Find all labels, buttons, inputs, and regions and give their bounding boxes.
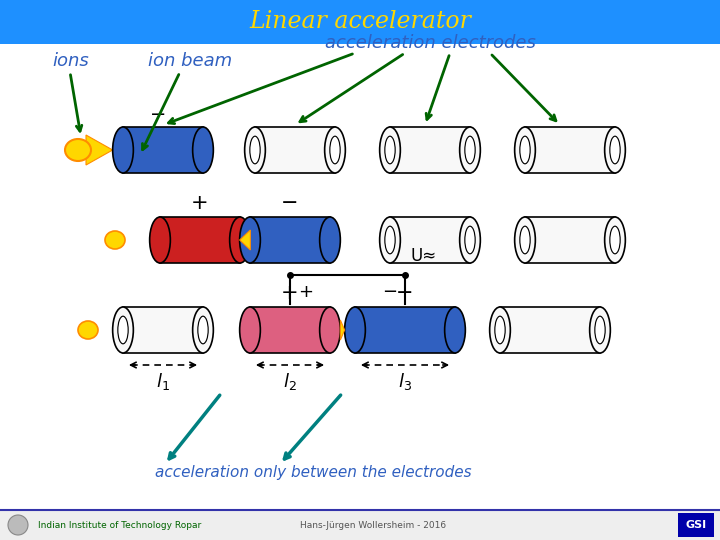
Text: acceleration only between the electrodes: acceleration only between the electrodes <box>155 464 472 480</box>
Text: +: + <box>298 283 313 301</box>
Text: $\it{l}$$_2$: $\it{l}$$_2$ <box>283 371 297 392</box>
Text: GSI: GSI <box>685 520 706 530</box>
Ellipse shape <box>445 307 465 353</box>
Bar <box>678 513 714 537</box>
Ellipse shape <box>465 136 475 164</box>
Text: −: − <box>396 283 414 303</box>
Text: −: − <box>282 193 299 213</box>
Ellipse shape <box>605 127 626 173</box>
Ellipse shape <box>325 127 346 173</box>
Bar <box>255 127 335 173</box>
Text: Indian Institute of Technology Ropar: Indian Institute of Technology Ropar <box>38 521 202 530</box>
Bar <box>123 127 203 173</box>
Ellipse shape <box>193 307 213 353</box>
Text: U≈: U≈ <box>410 247 436 265</box>
Ellipse shape <box>610 136 620 164</box>
Text: Linear accelerator: Linear accelerator <box>249 10 471 33</box>
Ellipse shape <box>590 307 611 353</box>
Ellipse shape <box>515 217 536 263</box>
Ellipse shape <box>345 307 365 353</box>
Ellipse shape <box>459 217 480 263</box>
Bar <box>390 127 470 173</box>
Text: −: − <box>382 283 397 301</box>
Ellipse shape <box>330 136 340 164</box>
Ellipse shape <box>150 217 171 263</box>
Ellipse shape <box>520 226 530 254</box>
Ellipse shape <box>379 127 400 173</box>
Ellipse shape <box>198 316 208 344</box>
Bar <box>0 0 720 44</box>
Text: ions: ions <box>52 52 89 70</box>
Ellipse shape <box>245 127 266 173</box>
Text: ion beam: ion beam <box>148 52 232 70</box>
Ellipse shape <box>379 217 400 263</box>
Text: +: + <box>282 283 299 303</box>
Bar <box>160 217 240 263</box>
Ellipse shape <box>250 136 260 164</box>
Bar <box>500 307 600 353</box>
Text: $\it{l}$$_3$: $\it{l}$$_3$ <box>398 371 412 392</box>
Ellipse shape <box>105 231 125 249</box>
Polygon shape <box>86 135 112 165</box>
Ellipse shape <box>8 515 28 535</box>
Bar <box>123 307 203 353</box>
Bar <box>0 510 720 540</box>
Ellipse shape <box>515 127 536 173</box>
Text: +: + <box>192 193 209 213</box>
Ellipse shape <box>193 127 213 173</box>
Ellipse shape <box>78 321 98 339</box>
Ellipse shape <box>520 136 530 164</box>
Bar <box>525 217 615 263</box>
Ellipse shape <box>118 316 128 344</box>
Bar <box>390 217 470 263</box>
Bar <box>250 217 330 263</box>
Ellipse shape <box>230 217 251 263</box>
Polygon shape <box>341 320 345 340</box>
Ellipse shape <box>595 316 606 344</box>
Ellipse shape <box>384 226 395 254</box>
Bar <box>525 127 615 173</box>
Ellipse shape <box>605 217 626 263</box>
Ellipse shape <box>320 307 341 353</box>
Text: Hans-Jürgen Wollersheim - 2016: Hans-Jürgen Wollersheim - 2016 <box>300 521 446 530</box>
Ellipse shape <box>112 127 133 173</box>
Ellipse shape <box>495 316 505 344</box>
Text: acceleration electrodes: acceleration electrodes <box>325 34 536 52</box>
Ellipse shape <box>65 139 91 161</box>
Ellipse shape <box>465 226 475 254</box>
Ellipse shape <box>459 127 480 173</box>
Ellipse shape <box>240 307 261 353</box>
Ellipse shape <box>610 226 620 254</box>
Bar <box>250 307 330 353</box>
Ellipse shape <box>490 307 510 353</box>
Text: $\it{l}$$_1$: $\it{l}$$_1$ <box>156 371 170 392</box>
Bar <box>355 307 455 353</box>
Ellipse shape <box>320 217 341 263</box>
Ellipse shape <box>384 136 395 164</box>
Ellipse shape <box>112 307 133 353</box>
Text: −: − <box>150 105 166 124</box>
Ellipse shape <box>240 217 261 263</box>
Polygon shape <box>240 230 251 250</box>
